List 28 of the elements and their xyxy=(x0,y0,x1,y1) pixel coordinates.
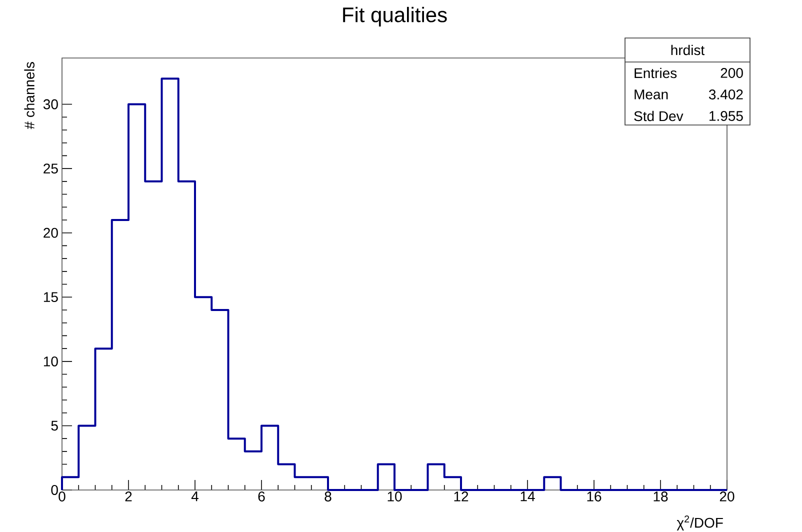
y-tick-label: 30 xyxy=(43,99,58,110)
x-axis-title: χ$^{2}$/DOF xyxy=(676,516,723,531)
x-tick-label: 14 xyxy=(520,492,535,502)
y-tick-label: 15 xyxy=(44,292,58,302)
y-tick-label: 0 xyxy=(51,485,58,495)
x-tick-label: 20 xyxy=(720,492,734,502)
x-tick-label: 10 xyxy=(388,492,402,502)
x-tick-label: 18 xyxy=(654,492,668,502)
x-tick-label: 12 xyxy=(454,492,468,502)
y-axis-title: # channels xyxy=(24,62,34,130)
y-tick-label: 20 xyxy=(44,228,58,238)
y-tick-label: 25 xyxy=(44,164,58,174)
chart-title: Fit qualities xyxy=(343,6,447,26)
annotation: 3.402 xyxy=(708,90,743,100)
x-tick-label: 0 xyxy=(58,492,66,502)
annotation: 1.955 xyxy=(710,111,743,121)
y-tick-label: 10 xyxy=(44,356,58,366)
annotation: 200 xyxy=(720,68,743,78)
annotation: Std Dev xyxy=(634,110,684,122)
annotation: Mean xyxy=(634,90,668,100)
x-tick-label: 4 xyxy=(191,492,198,502)
x-tick-label: 8 xyxy=(324,492,332,502)
x-tick-label: 16 xyxy=(587,492,602,502)
x-tick-label: 6 xyxy=(258,492,265,502)
x-tick-label: 2 xyxy=(125,492,132,502)
text: hrdist xyxy=(671,44,705,56)
y-tick-label: 5 xyxy=(51,420,58,431)
annotation: Entries xyxy=(634,68,677,78)
